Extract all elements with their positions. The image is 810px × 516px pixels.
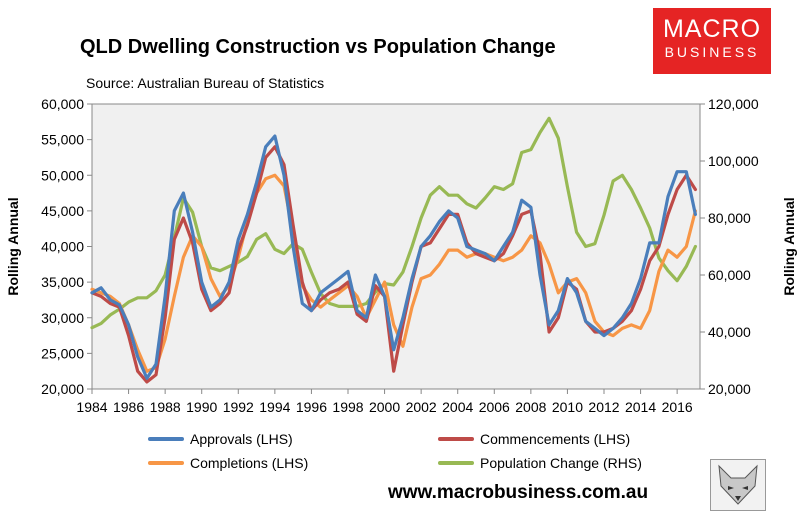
x-tick-label: 2012	[588, 399, 619, 415]
y-right-tick-label: 60,000	[708, 267, 751, 283]
macrobusiness-logo[interactable]: MACRO BUSINESS	[653, 8, 771, 74]
logo-line-business: BUSINESS	[664, 44, 760, 60]
series-commencements-line	[90, 145, 698, 384]
x-tick-label: 1998	[332, 399, 363, 415]
legend-label-approvals: Approvals (LHS)	[190, 431, 293, 447]
x-tick-label: 1994	[259, 399, 290, 415]
y-left-tick-label: 20,000	[41, 381, 84, 397]
legend-label-commencements: Commencements (LHS)	[480, 431, 631, 447]
x-tick-label: 2000	[369, 399, 400, 415]
x-tick-label: 2010	[552, 399, 583, 415]
x-tick-label: 1992	[223, 399, 254, 415]
y-right-tick-label: 120,000	[708, 96, 759, 112]
x-tick-label: 2014	[625, 399, 656, 415]
legend-item-commencements: Commencements (LHS)	[438, 431, 630, 447]
y-left-tick-label: 55,000	[41, 132, 84, 148]
source-label: Source: Australian Bureau of Statistics	[86, 75, 325, 91]
x-tick-label: 2008	[515, 399, 546, 415]
y-right-tick-label: 100,000	[708, 153, 759, 169]
y-left-tick-label: 50,000	[41, 167, 84, 183]
fox-logo-icon	[710, 459, 766, 511]
x-tick-label: 1984	[76, 399, 107, 415]
legend-item-population: Population Change (RHS)	[438, 455, 642, 471]
x-tick-label: 1996	[296, 399, 327, 415]
y-left-tick-label: 40,000	[41, 239, 84, 255]
logo-line-macro: MACRO	[662, 15, 762, 43]
legend-label-population: Population Change (RHS)	[480, 455, 642, 471]
series-approvals-line	[90, 134, 698, 380]
series-population-line	[90, 116, 698, 330]
y-axis-right-title: Rolling Annual	[781, 197, 797, 295]
y-left-tick-label: 30,000	[41, 310, 84, 326]
y-right-tick-label: 80,000	[708, 210, 751, 226]
legend-label-completions: Completions (LHS)	[190, 455, 309, 471]
x-tick-label: 1990	[186, 399, 217, 415]
x-tick-label: 2002	[406, 399, 437, 415]
y-left-tick-label: 35,000	[41, 274, 84, 290]
chart-title: QLD Dwelling Construction vs Population …	[80, 36, 556, 58]
legend-item-approvals: Approvals (LHS)	[148, 431, 293, 447]
x-tick-label: 2016	[662, 399, 693, 415]
x-tick-label: 2006	[479, 399, 510, 415]
x-tick-label: 1986	[113, 399, 144, 415]
x-tick-label: 1988	[150, 399, 181, 415]
legend-swatch-completions	[148, 461, 184, 465]
legend-swatch-approvals	[148, 437, 184, 441]
y-left-tick-label: 25,000	[41, 345, 84, 361]
legend-swatch-commencements	[438, 437, 474, 441]
x-tick-label: 2004	[442, 399, 473, 415]
legend-swatch-population	[438, 461, 474, 465]
y-right-tick-label: 40,000	[708, 324, 751, 340]
y-axis-left-title: Rolling Annual	[5, 197, 21, 295]
legend-item-completions: Completions (LHS)	[148, 455, 308, 471]
y-left-tick-label: 45,000	[41, 203, 84, 219]
website-url[interactable]: www.macrobusiness.com.au	[388, 482, 649, 503]
y-left-tick-label: 60,000	[41, 96, 84, 112]
y-right-tick-label: 20,000	[708, 381, 751, 397]
